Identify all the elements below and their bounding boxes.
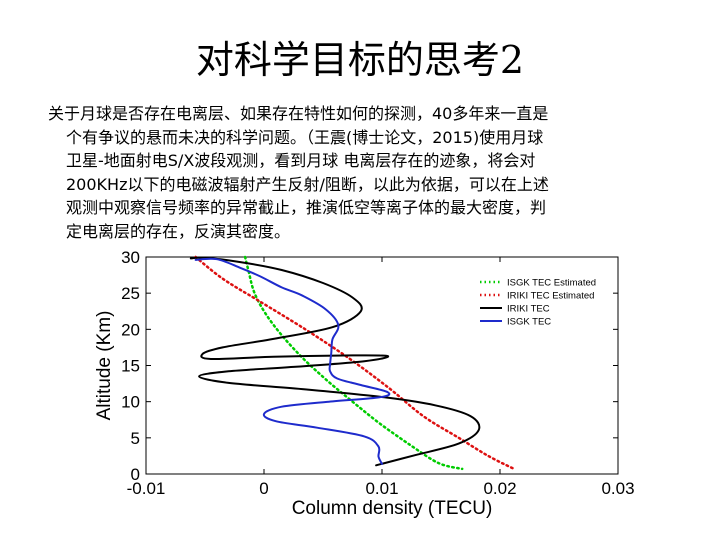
paragraph-line: 观测中观察信号频率的异常截止，推演低空等离子体的最大密度，判 bbox=[66, 198, 547, 217]
y-tick-label: 0 bbox=[131, 465, 140, 484]
y-axis-label: Altitude (Km) bbox=[94, 311, 115, 421]
x-tick-label: -0.01 bbox=[127, 479, 166, 498]
x-tick-label: 0.02 bbox=[483, 479, 516, 498]
plot-frame bbox=[145, 256, 619, 475]
x-tick-label: 0 bbox=[259, 479, 268, 498]
y-tick-label: 20 bbox=[121, 320, 140, 339]
series-line-2 bbox=[189, 256, 481, 467]
x-tick-label: 0.03 bbox=[601, 479, 634, 498]
paragraph-line: 定电离层的存在，反演其密度。 bbox=[66, 221, 291, 241]
y-tick-label: 30 bbox=[121, 248, 140, 267]
y-tick-label: 5 bbox=[131, 429, 140, 448]
slide-title: 对科学目标的思考2 bbox=[195, 38, 525, 82]
paragraph-line: 个有争议的悬而未决的科学问题。（王震(博士论文，2015)使用月球 bbox=[66, 127, 544, 147]
legend-label: ISGK TEC Estimated bbox=[507, 278, 596, 289]
paragraph-line: 卫星-地面射电S/X波段观测，看到月球 电离层存在的迹象，将会对 bbox=[66, 151, 536, 170]
legend-label: ISGK TEC bbox=[507, 317, 551, 328]
y-tick-label: 25 bbox=[121, 284, 140, 303]
x-axis-label: Column density (TECU) bbox=[292, 498, 493, 519]
legend-label: IRIKI TEC Estimated bbox=[507, 291, 594, 302]
x-tick-label: 0.01 bbox=[365, 479, 398, 498]
y-tick-label: 15 bbox=[121, 357, 140, 376]
series-line-1 bbox=[194, 255, 516, 471]
body-paragraph: 关于月球是否存在电离层、如果存在特性如何的探测，40多年来一直是 个有争议的悬而… bbox=[48, 102, 688, 243]
series-line-0 bbox=[243, 255, 464, 471]
paragraph-line: 关于月球是否存在电离层、如果存在特性如何的探测，40多年来一直是 bbox=[48, 104, 549, 123]
paragraph-line: 200KHz以下的电磁波辐射产生反射/阻断，以此为依据，可以在上述 bbox=[66, 174, 549, 194]
y-tick-label: 10 bbox=[121, 393, 140, 412]
legend-label: IRIKI TEC bbox=[507, 304, 550, 315]
series-line-3 bbox=[194, 257, 391, 465]
